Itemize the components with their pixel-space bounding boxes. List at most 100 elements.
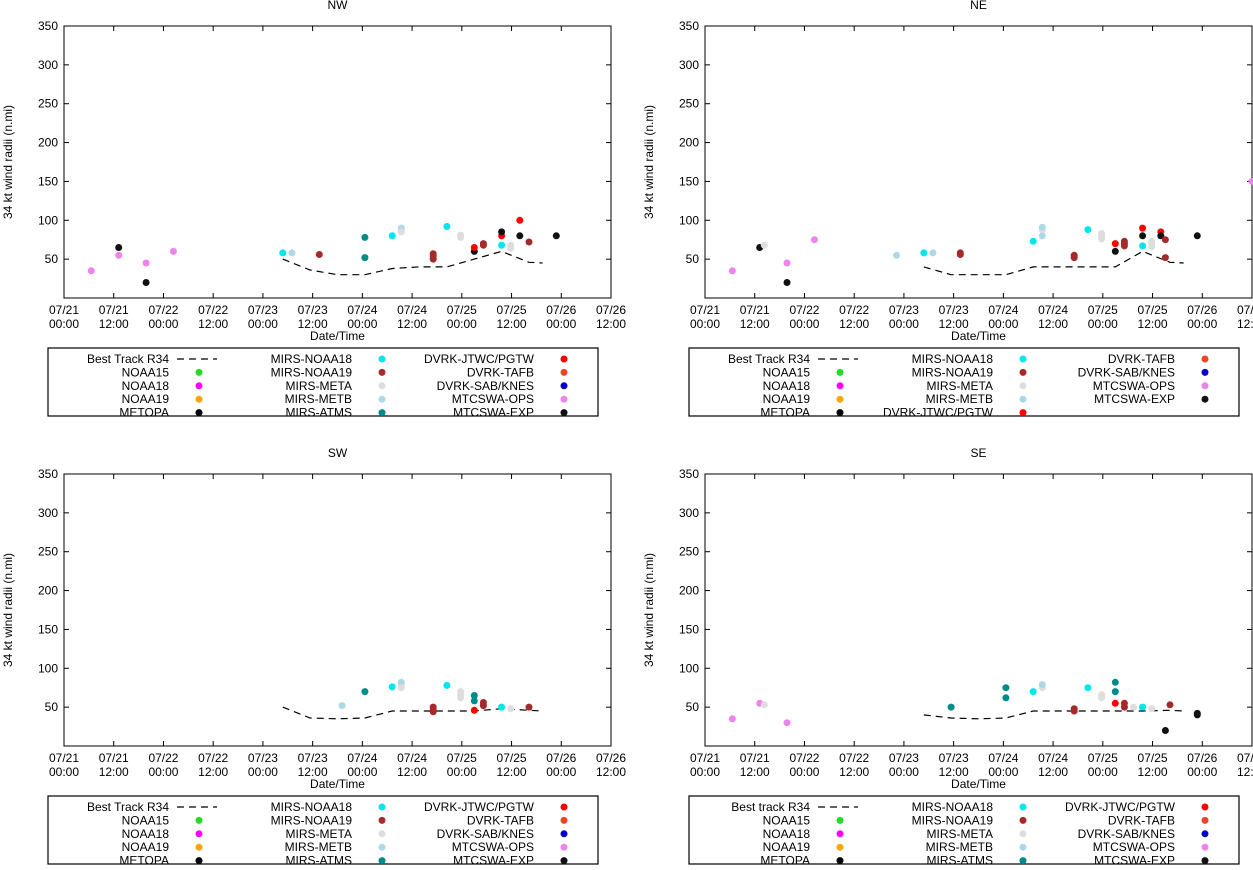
x-tick-label-time: 00:00: [988, 317, 1018, 331]
data-point: [397, 678, 405, 686]
data-point: [1038, 223, 1046, 231]
data-point: [1111, 678, 1119, 686]
x-tick-label-date: 07/21: [49, 303, 79, 317]
legend-label: DVRK-JTWC/PGTW: [424, 352, 535, 366]
data-point: [956, 249, 964, 257]
legend-label: MIRS-METB: [926, 840, 993, 854]
x-tick-label-date: 07/23: [298, 303, 328, 317]
x-tick-label-date: 07/26: [596, 751, 626, 765]
x-tick-label-time: 12:00: [397, 765, 427, 779]
data-point: [315, 251, 323, 258]
data-point: [279, 249, 287, 257]
chart-title: NE: [970, 0, 987, 12]
legend-label: MIRS-ATMS: [927, 854, 993, 868]
legend-label: NOAA18: [122, 827, 170, 841]
x-tick-label-time: 00:00: [49, 765, 79, 779]
legend-label: NOAA15: [763, 813, 811, 827]
legend-swatch: [1201, 355, 1209, 363]
data-point: [1120, 699, 1128, 707]
x-tick-label-time: 12:00: [497, 317, 527, 331]
data-point: [457, 231, 465, 239]
x-tick-label-date: 07/23: [889, 751, 919, 765]
legend-swatch: [195, 843, 203, 851]
legend-label: NOAA19: [763, 392, 811, 406]
legend-label: MTCSWA-OPS: [452, 392, 534, 406]
legend-label: MTCSWA-OPS: [1093, 379, 1175, 393]
data-point: [1139, 232, 1147, 240]
legend-swatch: [836, 382, 844, 390]
y-tick-label: 300: [679, 58, 699, 72]
legend-swatch: [836, 816, 844, 824]
legend-swatch: [378, 368, 386, 376]
x-axis-label: Date/Time: [951, 329, 1006, 343]
data-point: [1070, 251, 1078, 259]
x-tick-label-time: 00:00: [690, 317, 720, 331]
data-point: [470, 706, 478, 714]
x-tick-label-time: 12:00: [596, 317, 626, 331]
x-tick-label-time: 00:00: [347, 317, 377, 331]
x-tick-label-time: 12:00: [1237, 317, 1253, 331]
x-tick-label-time: 00:00: [789, 765, 819, 779]
x-tick-label-date: 07/25: [1138, 303, 1168, 317]
legend-swatch: [836, 409, 844, 417]
x-tick-label-date: 07/26: [1237, 303, 1253, 317]
x-axis-label: Date/Time: [951, 777, 1006, 791]
legend-frame: [47, 347, 599, 417]
legend-swatch: [836, 857, 844, 865]
legend-label: NOAA15: [122, 813, 170, 827]
legend-label: MIRS-NOAA18: [912, 800, 994, 814]
chart-panel-se: SE5010015020025030035007/2100:0007/2112:…: [642, 446, 1253, 868]
x-tick-label-date: 07/21: [690, 303, 720, 317]
x-tick-label-time: 00:00: [889, 317, 919, 331]
x-tick-label-date: 07/21: [690, 751, 720, 765]
x-tick-label-date: 07/25: [1088, 751, 1118, 765]
chart-title: SE: [970, 446, 986, 460]
data-point: [479, 699, 487, 706]
legend-swatch: [836, 395, 844, 403]
y-tick-label: 300: [38, 58, 58, 72]
legend-swatch: [1201, 368, 1209, 376]
x-tick-label-time: 12:00: [1237, 765, 1253, 779]
y-tick-label: 150: [679, 622, 699, 636]
y-tick-label: 350: [679, 467, 699, 481]
x-tick-label-date: 07/22: [789, 751, 819, 765]
x-tick-label-date: 07/21: [49, 751, 79, 765]
data-point: [507, 705, 515, 713]
legend-frame: [688, 347, 1240, 417]
legend-label: MIRS-META: [286, 827, 352, 841]
legend-label: MTCSWA-EXP: [1094, 854, 1175, 868]
y-tick-label: 200: [679, 584, 699, 598]
legend-label: NOAA18: [763, 827, 811, 841]
x-tick-label-date: 07/21: [740, 751, 770, 765]
legend-swatch: [378, 395, 386, 403]
y-tick-label: 150: [679, 174, 699, 188]
legend-label: NOAA19: [122, 392, 170, 406]
legend-swatch: [1201, 830, 1209, 838]
x-tick-label-date: 07/21: [740, 303, 770, 317]
y-tick-label: 250: [38, 97, 58, 111]
legend-swatch: [836, 830, 844, 838]
x-tick-label-time: 12:00: [497, 765, 527, 779]
legend-label: DVRK-SAB/KNES: [437, 827, 534, 841]
legend-swatch: [1201, 382, 1209, 390]
legend-swatch: [378, 803, 386, 811]
data-point: [87, 267, 95, 275]
y-tick-label: 200: [38, 136, 58, 150]
x-tick-label-time: 00:00: [347, 765, 377, 779]
legend-label: MTCSWA-EXP: [1094, 392, 1175, 406]
legend-swatch: [378, 857, 386, 865]
data-point: [338, 702, 346, 710]
y-tick-label: 350: [38, 19, 58, 33]
legend-label: MIRS-META: [927, 379, 993, 393]
y-tick-label: 50: [686, 700, 700, 714]
x-tick-label-time: 00:00: [1187, 765, 1217, 779]
x-tick-label-time: 12:00: [1138, 765, 1168, 779]
legend-swatch: [195, 409, 203, 417]
x-tick-label-time: 00:00: [546, 765, 576, 779]
x-tick-label-time: 00:00: [148, 317, 178, 331]
x-tick-label-date: 07/24: [988, 303, 1018, 317]
x-tick-label-date: 07/23: [248, 751, 278, 765]
data-point: [1166, 701, 1174, 709]
y-tick-label: 200: [38, 584, 58, 598]
